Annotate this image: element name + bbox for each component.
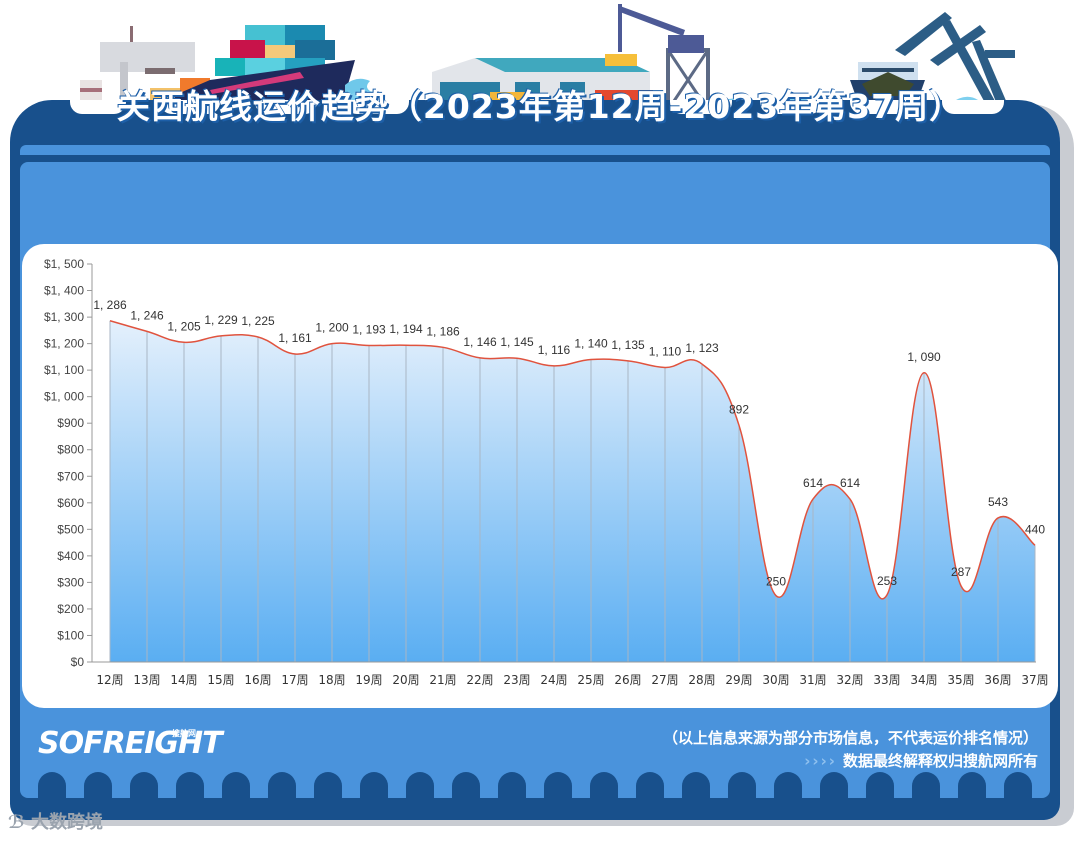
x-tick-label: 13周 — [133, 673, 160, 687]
data-label: 1, 146 — [463, 335, 497, 349]
x-tick-label: 27周 — [651, 673, 678, 687]
x-tick-label: 23周 — [503, 673, 530, 687]
chart-card: $0 $100 $200 $300 $400 $500 $600 $700 $800 $900 $1… — [22, 244, 1058, 708]
frame-notch — [345, 100, 409, 114]
brand-subtitle: 搜航网 — [172, 729, 196, 738]
data-label: 1, 205 — [167, 319, 201, 333]
y-tick-label: $0 — [71, 655, 85, 669]
chart-title: 关西航线运价趋势（2023年第12周-2023年第37周） — [116, 87, 964, 126]
data-label: 440 — [1025, 522, 1045, 536]
data-label: 1, 110 — [649, 344, 682, 358]
y-tick-label: $1, 400 — [44, 284, 84, 298]
frame-notch — [255, 100, 317, 114]
y-tick-label: $1, 500 — [44, 257, 84, 271]
x-tick-label: 16周 — [244, 673, 271, 687]
x-tick-label: 26周 — [614, 673, 641, 687]
x-tick-label: 37周 — [1021, 673, 1048, 687]
y-tick-label: $500 — [57, 522, 84, 536]
watermark-text: 大数跨境 — [30, 812, 103, 833]
header-stripe — [20, 145, 1050, 155]
data-label: 287 — [951, 565, 971, 579]
watermark-logo-icon: ℬ — [8, 812, 31, 833]
y-tick-label: $100 — [57, 628, 84, 642]
copyright-line: ›››› 数据最终解释权归搜航网所有 — [663, 750, 1038, 773]
y-tick-label: $1, 200 — [44, 337, 84, 351]
x-tick-label: 28周 — [688, 673, 715, 687]
y-tick-label: $600 — [57, 496, 84, 510]
data-label: 1, 286 — [93, 298, 127, 312]
x-tick-label: 21周 — [429, 673, 456, 687]
x-tick-label: 18周 — [318, 673, 345, 687]
area-chart: $0 $100 $200 $300 $400 $500 $600 $700 $800 $900 $1… — [44, 257, 1049, 687]
data-label: 1, 193 — [352, 322, 386, 336]
data-label: 1, 135 — [611, 338, 645, 352]
data-label: 543 — [988, 495, 1008, 509]
y-tick-label: $900 — [57, 416, 84, 430]
frame-notch — [670, 100, 732, 114]
data-label: 1, 145 — [500, 335, 534, 349]
frame-notch — [850, 100, 912, 114]
source-note: （以上信息来源为部分市场信息，不代表运价排名情况） ›››› 数据最终解释权归搜航… — [663, 727, 1038, 773]
x-tick-label: 30周 — [762, 673, 789, 687]
y-tick-label: $800 — [57, 443, 84, 457]
frame-notch — [942, 100, 1004, 114]
y-tick-label: $1, 300 — [44, 310, 84, 324]
brand-name: SOFREIGHT — [38, 726, 223, 761]
x-tick-label: 31周 — [799, 673, 826, 687]
x-tick-label: 24周 — [540, 673, 567, 687]
x-tick-label: 33周 — [873, 673, 900, 687]
x-tick-label: 22周 — [466, 673, 493, 687]
data-label: 1, 194 — [389, 322, 423, 336]
series-line — [109, 320, 1036, 600]
y-tick-label: $400 — [57, 549, 84, 563]
data-label: 1, 246 — [130, 308, 164, 322]
data-label: 1, 140 — [574, 337, 608, 351]
frame-notch — [760, 100, 822, 114]
y-tick-label: $1, 000 — [44, 390, 84, 404]
frame-notch — [70, 100, 126, 114]
x-tick-label: 25周 — [577, 673, 604, 687]
x-tick-label: 34周 — [910, 673, 937, 687]
data-label: 1, 200 — [315, 321, 349, 335]
data-label: 253 — [877, 574, 897, 588]
frame-notch — [160, 100, 220, 114]
copyright-text: 数据最终解释权归搜航网所有 — [842, 752, 1038, 770]
x-tick-label: 35周 — [947, 673, 974, 687]
x-tick-label: 20周 — [392, 673, 419, 687]
data-label: 614 — [803, 476, 823, 490]
y-tick-label: $200 — [57, 602, 84, 616]
y-tick-label: $1, 100 — [44, 363, 84, 377]
chevrons-icon: ›››› — [804, 752, 837, 770]
data-label: 1, 229 — [204, 313, 238, 327]
sofreight-logo: SOFREIGHT 搜航网 — [38, 726, 223, 761]
data-label: 1, 123 — [685, 341, 719, 355]
data-label: 1, 161 — [278, 331, 312, 345]
x-tick-label: 15周 — [207, 673, 234, 687]
x-tick-label: 17周 — [281, 673, 308, 687]
x-tick-label: 12周 — [96, 673, 123, 687]
y-tick-label: $300 — [57, 575, 84, 589]
data-label: 1, 186 — [426, 324, 460, 338]
watermark: ℬ 大数跨境 — [8, 808, 103, 834]
x-tick-label: 36周 — [984, 673, 1011, 687]
data-label: 1, 225 — [241, 314, 275, 328]
data-label: 1, 116 — [538, 343, 571, 357]
y-tick-label: $700 — [57, 469, 84, 483]
data-label: 892 — [729, 402, 749, 416]
x-tick-label: 19周 — [355, 673, 382, 687]
data-label: 1, 090 — [907, 350, 941, 364]
x-tick-label: 29周 — [725, 673, 752, 687]
x-tick-label: 14周 — [170, 673, 197, 687]
data-label: 250 — [766, 575, 786, 589]
x-tick-label: 32周 — [836, 673, 863, 687]
area-fill — [110, 320, 1035, 662]
bottom-tab-row — [10, 772, 1060, 798]
source-disclaimer: （以上信息来源为部分市场信息，不代表运价排名情况） — [662, 729, 1038, 747]
data-label: 614 — [840, 476, 860, 490]
